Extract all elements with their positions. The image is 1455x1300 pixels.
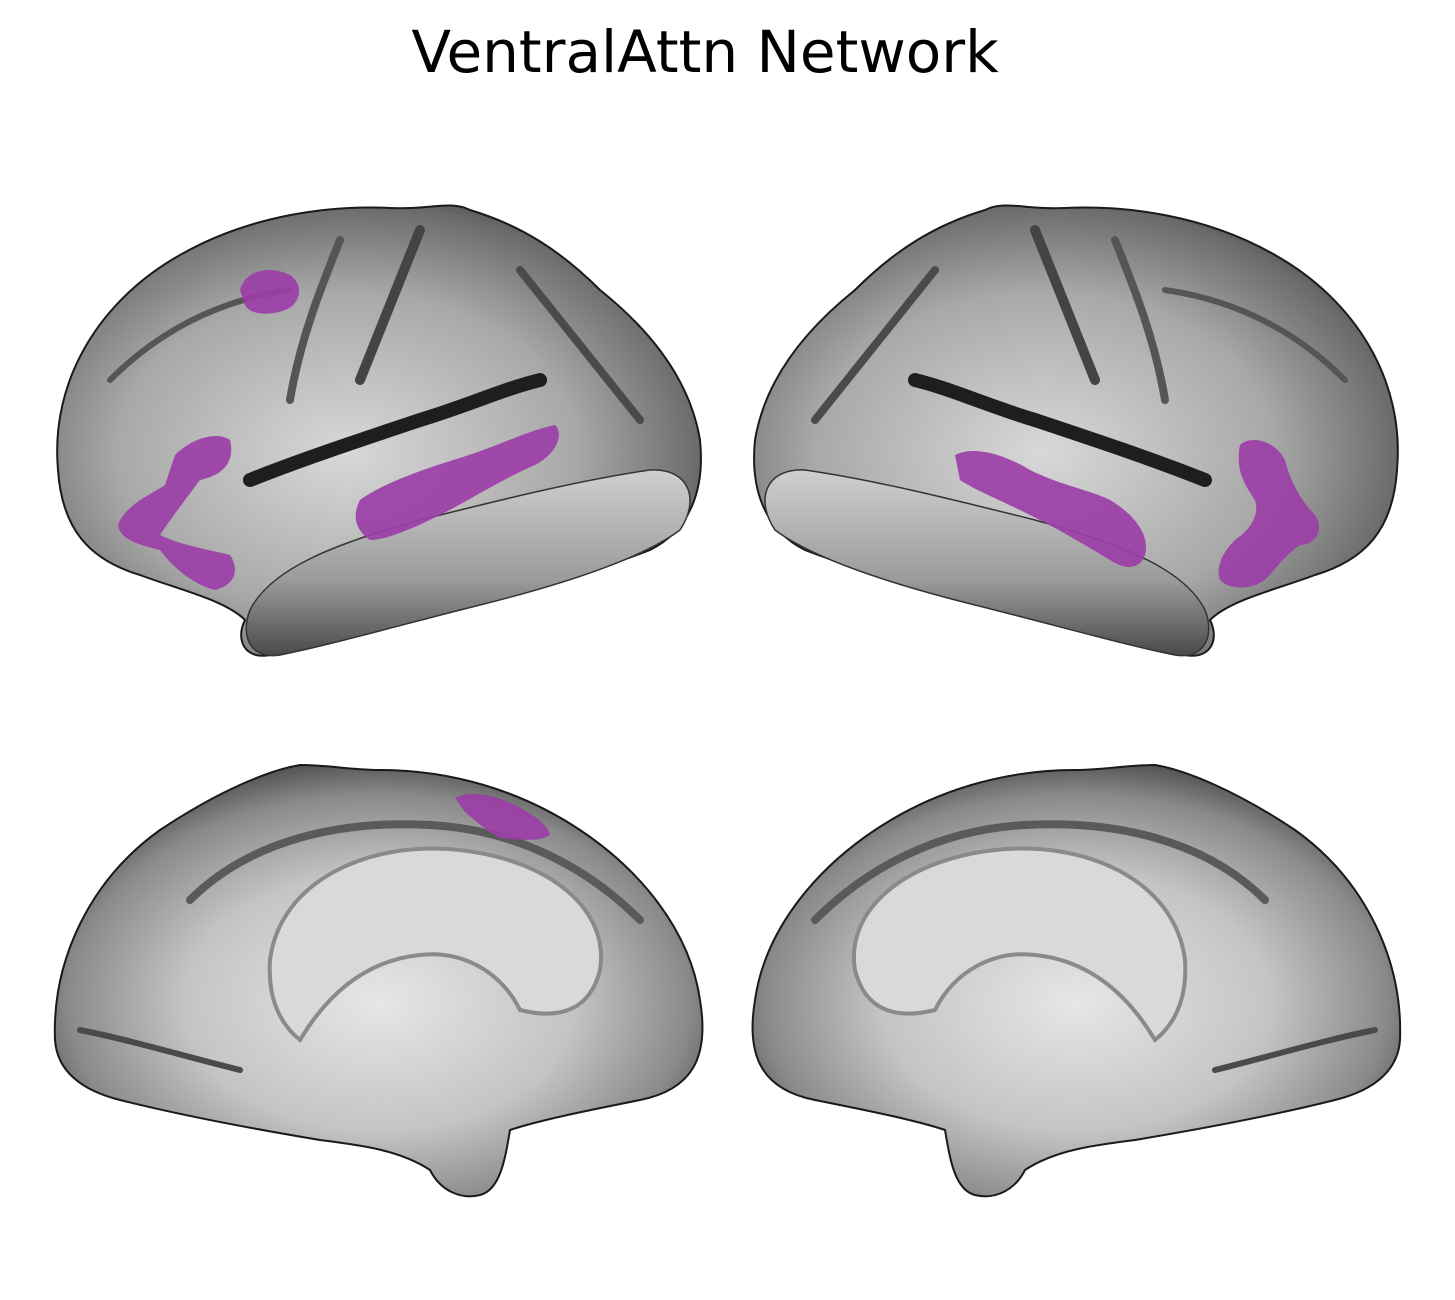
right-cingulate-sulcus xyxy=(811,820,1269,924)
left-calcarine-sulcus xyxy=(77,1027,243,1073)
right-medial-cortex xyxy=(751,763,1402,1198)
right-lateral-region-superior-temporal xyxy=(955,450,1146,567)
left-precentral-sulcus xyxy=(286,236,344,404)
right-temporal-lobe xyxy=(764,469,1210,657)
left-lateral-hemisphere xyxy=(56,204,702,657)
right-medial-hemisphere xyxy=(751,763,1402,1198)
figure-title: VentralAttn Network xyxy=(411,18,999,86)
right-corpus-callosum xyxy=(851,846,1188,1043)
left-medial-region-medial-frontal xyxy=(455,794,550,840)
left-sylvian-fissure xyxy=(243,373,547,487)
left-cingulate-sulcus xyxy=(186,820,644,924)
left-parietal-sulcus xyxy=(516,266,644,424)
left-lateral-region-frontal-operculum xyxy=(118,435,235,590)
right-superior-frontal-sulcus xyxy=(1162,287,1348,383)
right-lateral-hemisphere xyxy=(753,204,1399,657)
left-lateral-region-prefrontal-dorsal xyxy=(240,270,300,314)
left-central-sulcus xyxy=(355,225,425,385)
right-central-sulcus xyxy=(1030,225,1100,385)
right-precentral-sulcus xyxy=(1111,236,1169,404)
left-medial-cortex xyxy=(53,763,704,1198)
right-calcarine-sulcus xyxy=(1212,1027,1378,1073)
left-medial-hemisphere xyxy=(53,763,704,1198)
right-sylvian-fissure xyxy=(908,373,1212,487)
left-corpus-callosum xyxy=(267,846,604,1043)
left-lateral-region-superior-temporal xyxy=(355,425,559,540)
right-parietal-sulcus xyxy=(811,266,939,424)
right-lateral-region-frontal-operculum xyxy=(1218,440,1320,588)
